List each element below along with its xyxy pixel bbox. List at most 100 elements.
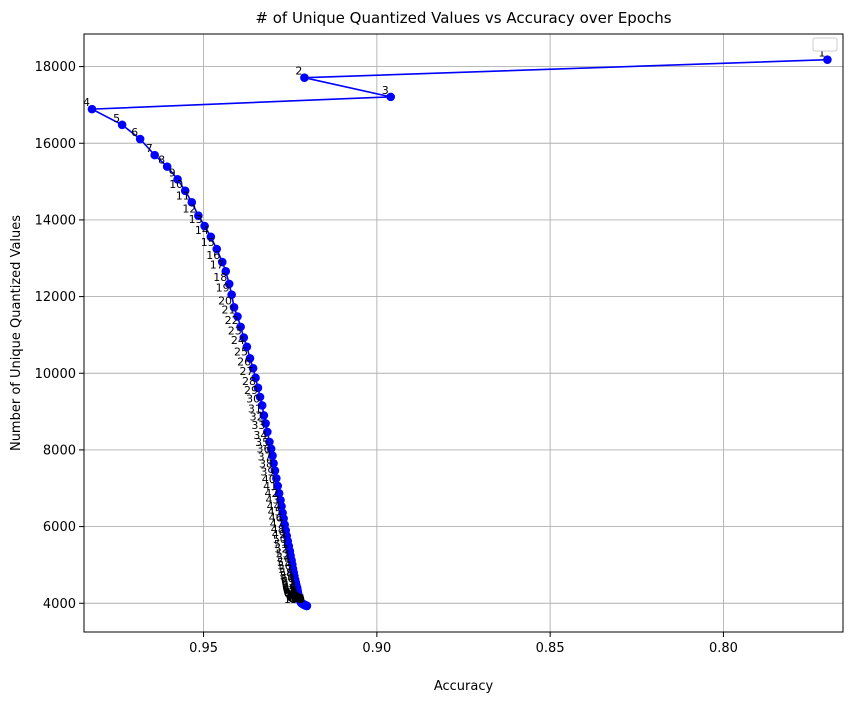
data-point — [823, 55, 832, 64]
point-label: 36 — [257, 443, 271, 456]
point-label: 90 — [289, 592, 303, 605]
point-label: 8 — [158, 154, 165, 167]
point-label: 58 — [279, 566, 293, 579]
data-point — [206, 232, 216, 242]
data-point — [265, 437, 274, 447]
point-label: 85 — [288, 592, 302, 605]
data-point — [194, 211, 203, 220]
point-label: 29 — [244, 384, 258, 397]
point-label: 57 — [278, 563, 292, 576]
point-label: 28 — [242, 375, 256, 388]
point-label: 92 — [289, 592, 303, 605]
point-label: 1 — [818, 47, 825, 60]
point-label: 14 — [195, 224, 209, 237]
data-point — [212, 244, 222, 254]
data-point — [300, 73, 309, 82]
point-label: 12 — [182, 203, 196, 216]
data-point — [180, 186, 190, 196]
point-label: 88 — [289, 592, 303, 605]
grid-lines — [84, 34, 843, 632]
data-point — [162, 162, 172, 171]
point-label: 99 — [291, 593, 305, 606]
data-point — [253, 383, 263, 393]
point-label: 78 — [287, 591, 301, 604]
point-label: 54 — [276, 552, 290, 565]
point-label: 52 — [275, 543, 289, 556]
point-label: 47 — [270, 517, 284, 530]
point-label: 66 — [283, 584, 297, 597]
point-label: 60 — [280, 572, 294, 585]
point-label: 41 — [263, 480, 277, 493]
point-label: 44 — [267, 500, 281, 513]
point-label: 46 — [269, 512, 283, 525]
point-label: 31 — [248, 402, 262, 415]
data-point — [277, 501, 286, 511]
point-label: 26 — [237, 355, 251, 368]
data-point — [227, 290, 236, 299]
point-label: 43 — [266, 493, 280, 506]
point-label: 9 — [169, 166, 176, 179]
point-label: 86 — [288, 592, 302, 605]
data-point — [251, 373, 260, 383]
data-point — [233, 312, 242, 321]
point-label: 25 — [234, 345, 248, 358]
data-point — [217, 257, 227, 267]
data-point — [261, 419, 270, 428]
x-tick-label: 0.90 — [362, 641, 391, 656]
x-tick-label: 0.95 — [189, 641, 218, 656]
x-tick-label: 0.85 — [536, 641, 565, 656]
point-label: 93 — [290, 592, 304, 605]
x-axis-ticks: 0.950.900.850.800.75 — [189, 632, 738, 656]
data-point — [221, 266, 231, 276]
point-label: 76 — [286, 591, 300, 604]
point-label: 83 — [288, 592, 302, 605]
point-label: 84 — [288, 592, 302, 605]
data-point — [87, 104, 97, 114]
chart-title: # of Unique Quantized Values vs Accuracy… — [255, 9, 671, 27]
x-axis-label: Accuracy — [434, 679, 494, 694]
point-label: 42 — [265, 487, 279, 500]
point-label: 3 — [382, 84, 389, 97]
data-point — [302, 601, 312, 611]
data-point — [229, 303, 239, 312]
data-point — [187, 197, 197, 207]
point-label: 55 — [277, 556, 291, 569]
point-label: 95 — [290, 593, 304, 606]
point-label: 27 — [240, 365, 254, 378]
point-label: 68 — [284, 586, 298, 599]
point-label: 61 — [281, 575, 295, 588]
point-label: 98 — [291, 593, 305, 606]
point-label: 18 — [213, 271, 227, 284]
point-label: 21 — [222, 304, 236, 317]
point-label: 71 — [285, 589, 299, 602]
data-point — [242, 342, 252, 352]
point-label: 65 — [283, 583, 297, 596]
y-tick-label: 18000 — [35, 60, 76, 75]
data-point — [236, 322, 245, 332]
data-point — [274, 488, 284, 498]
point-label: 70 — [284, 588, 298, 601]
point-label: 24 — [231, 334, 245, 347]
y-tick-label: 4000 — [43, 597, 76, 612]
point-label: 10 — [169, 178, 183, 191]
data-point — [135, 134, 145, 144]
point-label: 20 — [218, 294, 232, 307]
point-label: 62 — [281, 577, 295, 590]
data-point — [259, 411, 269, 420]
data-point — [257, 401, 267, 410]
data-point — [200, 221, 209, 231]
point-label: 51 — [274, 538, 288, 551]
point-label: 32 — [250, 410, 264, 423]
point-label: 81 — [288, 591, 302, 604]
point-label: 100 — [284, 593, 305, 606]
point-label: 74 — [286, 590, 300, 603]
point-label: 39 — [260, 465, 274, 478]
point-label: 19 — [216, 282, 230, 295]
data-point — [273, 481, 283, 491]
point-label: 72 — [285, 589, 299, 602]
point-label: 73 — [285, 590, 299, 603]
y-tick-label: 12000 — [35, 290, 76, 305]
point-label: 94 — [290, 592, 304, 605]
